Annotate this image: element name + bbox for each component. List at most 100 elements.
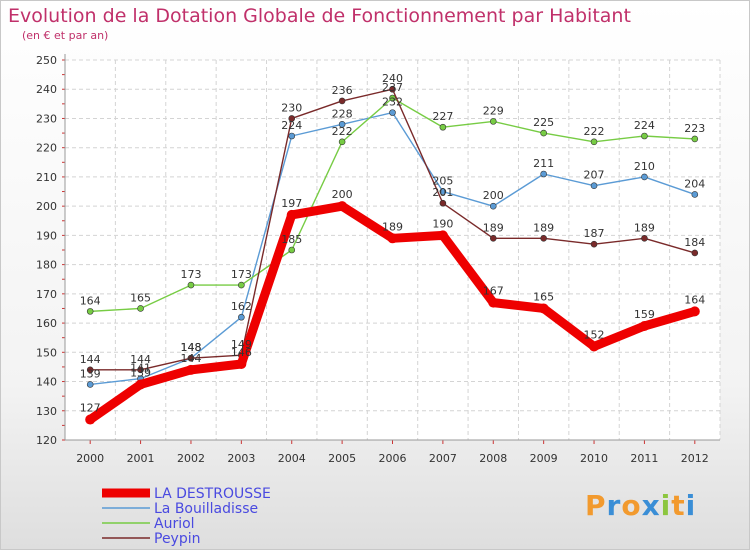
data-point [439, 123, 447, 131]
data-label: 185 [281, 233, 302, 246]
data-point [540, 170, 547, 178]
data-label: 141 [130, 362, 151, 375]
legend-label: Peypin [154, 531, 201, 547]
data-label: 127 [80, 402, 101, 415]
chart-subtitle: (en € et par an) [22, 29, 108, 42]
x-tick-label: 2005 [328, 452, 356, 465]
data-label: 190 [432, 217, 453, 230]
data-label: 165 [130, 291, 151, 304]
x-tick-label: 2012 [681, 452, 709, 465]
data-label: 200 [483, 189, 504, 202]
data-label: 211 [533, 157, 554, 170]
data-label: 236 [332, 84, 353, 97]
y-tick-label: 140 [36, 376, 57, 389]
logo-letter: t [671, 489, 685, 522]
data-point [338, 97, 346, 105]
data-point [691, 191, 699, 198]
y-tick-label: 120 [36, 434, 57, 447]
x-tick-label: 2007 [429, 452, 457, 465]
data-point [338, 138, 346, 146]
data-label: 230 [281, 101, 302, 114]
y-tick-label: 160 [36, 317, 57, 330]
data-point [641, 173, 648, 181]
data-point [437, 230, 448, 241]
data-label: 200 [332, 188, 353, 201]
y-tick-label: 240 [36, 83, 57, 96]
data-label: 162 [231, 300, 252, 313]
data-point [135, 379, 146, 390]
data-point [389, 109, 396, 116]
data-point [187, 354, 195, 362]
logo-letter: P [585, 489, 607, 522]
data-point [387, 233, 398, 244]
data-label: 173 [180, 268, 201, 281]
data-labels: 139 1411481622242282322052002112072102041… [80, 72, 706, 414]
data-label: 223 [684, 122, 705, 135]
data-point [86, 308, 94, 315]
x-tick-label: 2004 [278, 452, 306, 465]
data-label: 205 [432, 175, 453, 188]
y-tick-label: 150 [36, 346, 57, 359]
legend-label: La Bouilladisse [154, 501, 258, 517]
data-label: 146 [231, 346, 252, 359]
x-tick-label: 2001 [127, 452, 155, 465]
logo-letter: i [686, 489, 697, 522]
y-tick-label: 180 [36, 259, 57, 272]
data-point [489, 235, 497, 242]
data-point [85, 414, 96, 425]
data-label: 222 [584, 125, 605, 138]
data-point [187, 281, 195, 289]
logo-letter: o [621, 489, 641, 522]
data-label: 189 [634, 221, 655, 234]
data-label: 187 [584, 227, 605, 240]
data-point [488, 297, 499, 308]
data-point [286, 209, 297, 220]
y-tick-label: 170 [36, 288, 57, 301]
y-tick-label: 190 [36, 229, 57, 242]
data-point [238, 313, 245, 321]
data-point [691, 135, 699, 143]
data-label: 144 [80, 353, 101, 366]
logo-letter: r [607, 489, 622, 522]
x-tick-label: 2010 [580, 452, 608, 465]
x-tick-label: 2000 [76, 452, 104, 465]
grid [64, 59, 721, 441]
data-point [590, 138, 598, 146]
data-label: 222 [332, 125, 353, 138]
data-point [337, 201, 348, 212]
data-label: 189 [483, 221, 504, 234]
data-label: 225 [533, 116, 554, 129]
legend-label: Auriol [154, 516, 195, 532]
data-label: 144 [180, 352, 201, 365]
data-point [236, 359, 247, 369]
series-group [85, 85, 700, 425]
y-tick-label: 230 [36, 112, 57, 125]
data-label: 164 [80, 294, 101, 307]
data-point [238, 281, 245, 289]
data-label: 189 [533, 221, 554, 234]
data-point [590, 240, 598, 248]
data-point [439, 199, 447, 207]
data-label: 173 [231, 268, 252, 281]
data-point [639, 321, 650, 331]
logo-text: Proxiti [585, 489, 696, 522]
data-label: 144 [130, 353, 151, 366]
data-label: 164 [684, 293, 705, 306]
data-label: 159 [634, 308, 655, 321]
logo-letter: i [661, 489, 672, 522]
x-tick-label: 2008 [479, 452, 507, 465]
data-label: 139 [80, 367, 101, 380]
y-tick-label: 210 [36, 171, 57, 184]
data-point [489, 202, 497, 210]
data-label: 139 [130, 366, 151, 379]
data-point [389, 85, 396, 93]
data-label: 148 [180, 341, 201, 354]
logo-letter: x [642, 489, 661, 522]
data-label: 152 [584, 328, 605, 341]
data-point [540, 129, 547, 137]
data-label: 227 [432, 110, 453, 123]
chart-title: Evolution de la Dotation Globale de Fonc… [8, 5, 631, 27]
data-point [288, 132, 296, 140]
